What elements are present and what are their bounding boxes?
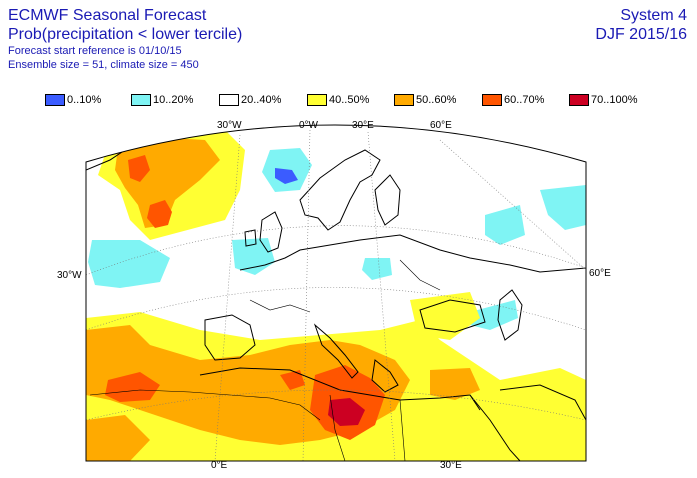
legend-item-20-40: 20..40% [219, 93, 281, 107]
label-right-60e: 60°E [589, 268, 611, 279]
period-label: DJF 2015/16 [595, 26, 687, 43]
coast-black-sea [419, 299, 486, 333]
label-top-60e: 60°E [430, 120, 452, 131]
meridian-30w [214, 134, 241, 461]
label-top-30e: 30°E [352, 120, 374, 131]
legend-item-50-60: 50..60% [394, 93, 456, 107]
coast-iberia [204, 314, 256, 361]
map-plot-area [86, 125, 586, 461]
region-balkan-red [280, 370, 305, 390]
legend-swatch-20-40 [219, 94, 239, 106]
label-top-30w: 30°W [217, 120, 242, 131]
coast-italy [313, 323, 359, 379]
border-libya [329, 394, 346, 461]
meridian-30e-a [367, 131, 396, 461]
header-left: ECMWF Seasonal Forecast Prob(precipitati… [8, 6, 242, 72]
legend-item-60-70: 60..70% [482, 93, 544, 107]
legend-swatch-60-70 [482, 94, 502, 106]
label-bottom-0e: 0°E [211, 460, 228, 471]
region-nw-atlantic-red2 [128, 155, 150, 182]
region-libya-darkred [328, 398, 365, 426]
legend-label-50-60: 50..60% [416, 94, 457, 106]
coast-greece [371, 359, 399, 393]
region-levant-orange [430, 368, 480, 400]
borders [89, 259, 441, 461]
coast-greenland [86, 149, 126, 171]
border-egypt [399, 399, 406, 461]
legend-swatch-0-10 [45, 94, 65, 106]
coastlines [86, 149, 586, 461]
region-baltic-cyan [362, 258, 392, 280]
region-atlantic-cyan [88, 240, 170, 288]
forecast-start-reference: Forecast start reference is 01/10/15 [8, 45, 182, 57]
legend-swatch-70-100 [569, 94, 589, 106]
coast-finland [374, 174, 401, 226]
coast-scandinavia [299, 149, 381, 231]
legend-label-60-70: 60..70% [504, 94, 545, 106]
border-france [249, 299, 311, 313]
map-frame [85, 124, 587, 462]
legend-item-70-100: 70..100% [569, 93, 637, 107]
meridian-0 [302, 129, 311, 461]
legend-label-40-50: 40..50% [329, 94, 370, 106]
region-east-cyan [540, 185, 586, 230]
legend-item-0-10: 0..10% [45, 93, 101, 107]
legend-item-10-20: 10..20% [131, 93, 193, 107]
system-label: System 4 [620, 7, 687, 24]
region-russia-cyan [485, 205, 525, 245]
region-nw-atlantic-red [147, 200, 172, 228]
legend-item-40-50: 40..50% [307, 93, 369, 107]
coast-europe-mainland [239, 234, 586, 273]
label-left-30w: 30°W [57, 270, 82, 281]
legend-label-70-100: 70..100% [591, 94, 638, 106]
border-east [399, 259, 441, 291]
coast-red-sea [469, 394, 521, 461]
border-sahara [89, 389, 321, 421]
map-subtitle: Prob(precipitation < lower tercile) [8, 26, 243, 43]
legend-label-20-40: 20..40% [241, 94, 282, 106]
coast-north-africa [199, 367, 481, 411]
legend-swatch-10-20 [131, 94, 151, 106]
legend-label-0-10: 0..10% [67, 94, 102, 106]
ensemble-size: Ensemble size = 51, climate size = 450 [8, 59, 199, 71]
meridian-60e [439, 139, 586, 271]
header-right: System 4 DJF 2015/16 [595, 6, 687, 44]
region-west-africa-orange [86, 415, 150, 461]
coast-caspian [497, 289, 523, 341]
coast-arabia [499, 384, 586, 421]
graticule [86, 129, 586, 461]
legend-swatch-50-60 [394, 94, 414, 106]
label-top-0w: 0°W [299, 120, 318, 131]
parallel-30n [86, 389, 586, 421]
coast-british-isles [244, 211, 283, 253]
legend-label-10-20: 10..20% [153, 94, 194, 106]
legend: 0..10% 10..20% 20..40% 40..50% 50..60% 6… [0, 93, 697, 109]
map-title: ECMWF Seasonal Forecast [8, 7, 207, 24]
region-norway-blue [275, 168, 298, 184]
label-bottom-30e: 30°E [440, 460, 462, 471]
legend-swatch-40-50 [307, 94, 327, 106]
region-atlantic-red [105, 372, 160, 402]
